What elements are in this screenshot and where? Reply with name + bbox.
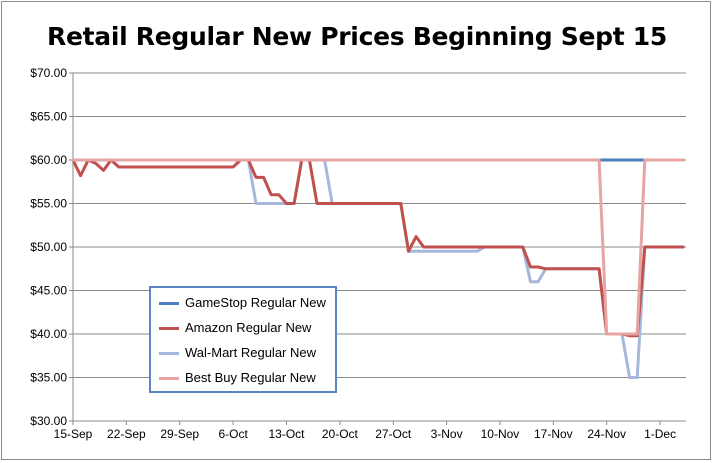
chart-legend: GameStop Regular New Amazon Regular New … bbox=[149, 286, 337, 393]
x-tick-label: 3-Nov bbox=[431, 427, 463, 441]
legend-label-walmart: Wal-Mart Regular New bbox=[185, 345, 316, 360]
y-tick-label: $35.00 bbox=[30, 371, 67, 385]
legend-item-amazon: Amazon Regular New bbox=[151, 319, 335, 339]
x-tick-label: 6-Oct bbox=[218, 427, 248, 441]
y-tick-label: $30.00 bbox=[30, 414, 67, 428]
legend-item-gamestop: GameStop Regular New bbox=[151, 294, 335, 314]
x-tick-label: 15-Sep bbox=[54, 427, 93, 441]
x-tick-label: 24-Nov bbox=[587, 427, 626, 441]
legend-label-gamestop: GameStop Regular New bbox=[185, 295, 326, 310]
y-tick-label: $50.00 bbox=[30, 240, 67, 254]
legend-swatch-walmart bbox=[159, 352, 179, 355]
x-tick-label: 1-Dec bbox=[644, 427, 676, 441]
legend-item-walmart: Wal-Mart Regular New bbox=[151, 344, 335, 364]
y-tick-label: $40.00 bbox=[30, 327, 67, 341]
x-tick-label: 29-Sep bbox=[160, 427, 199, 441]
x-tick-label: 20-Oct bbox=[322, 427, 359, 441]
legend-swatch-bestbuy bbox=[159, 377, 179, 380]
y-tick-label: $55.00 bbox=[30, 197, 67, 211]
y-tick-label: $45.00 bbox=[30, 284, 67, 298]
legend-label-amazon: Amazon Regular New bbox=[185, 320, 312, 335]
legend-item-bestbuy: Best Buy Regular New bbox=[151, 369, 335, 389]
x-tick-label: 13-Oct bbox=[268, 427, 305, 441]
x-tick-label: 10-Nov bbox=[481, 427, 520, 441]
series-line-best-buy-regular-new bbox=[71, 158, 685, 336]
x-tick-label: 22-Sep bbox=[107, 427, 146, 441]
chart-title: Retail Regular New Prices Beginning Sept… bbox=[47, 22, 667, 51]
x-tick-label: 27-Oct bbox=[375, 427, 412, 441]
y-tick-label: $60.00 bbox=[30, 153, 67, 167]
legend-swatch-amazon bbox=[159, 327, 179, 330]
legend-swatch-gamestop bbox=[159, 302, 179, 305]
y-tick-label: $70.00 bbox=[30, 66, 67, 80]
y-tick-label: $65.00 bbox=[30, 110, 67, 124]
legend-label-bestbuy: Best Buy Regular New bbox=[185, 370, 316, 385]
series-line-amazon-regular-new bbox=[71, 158, 685, 338]
x-tick-label: 17-Nov bbox=[534, 427, 573, 441]
